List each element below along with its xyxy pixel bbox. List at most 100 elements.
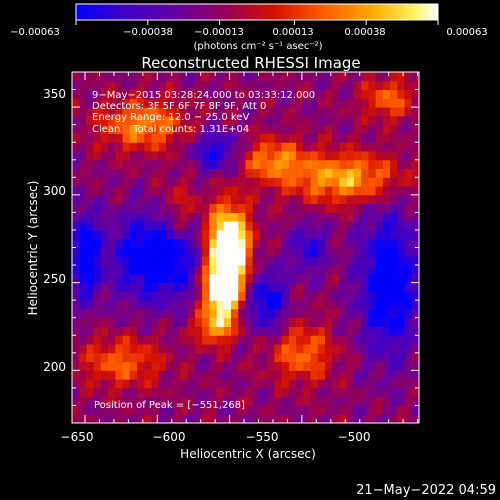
heatmap-cell [259,98,268,108]
heatmap-cell [187,414,196,423]
heatmap-cell [122,150,131,161]
heatmap-cell [404,186,413,196]
heatmap-cell [245,326,254,336]
heatmap-cell [281,273,290,284]
heatmap-cell [382,238,391,248]
heatmap-cell [202,335,210,345]
heatmap-cell [303,256,312,266]
heatmap-cell [151,212,160,222]
heatmap-cell [72,317,80,327]
heatmap-cell [382,229,391,240]
heatmap-cell [108,98,116,108]
heatmap-cell [79,133,87,143]
heatmap-cell [252,238,261,248]
heatmap-cell [231,335,239,345]
heatmap-cell [100,317,109,327]
heatmap-cell [310,107,319,117]
heatmap-cell [165,405,174,415]
heatmap-cell [353,273,362,284]
heatmap-cell [375,282,384,292]
heatmap-cell [238,247,246,257]
heatmap-cell [187,186,196,196]
heatmap-cell [332,291,340,301]
heatmap-cell [79,203,87,213]
heatmap-cell [238,300,246,310]
heatmap-cell [165,335,174,345]
heatmap-cell [173,194,181,205]
heatmap-cell [122,379,131,389]
heatmap-cell [151,142,160,152]
heatmap-cell [180,405,189,415]
heatmap-cell [281,203,290,213]
heatmap-cell [137,335,145,345]
heatmap-cell [310,150,319,161]
heatmap-cell [317,247,326,257]
heatmap-cell [86,326,95,336]
heatmap-cell [151,344,160,354]
heatmap-cell [368,300,377,310]
heatmap-cell [332,124,340,134]
heatmap-cell [245,194,254,205]
heatmap-cell [368,265,377,275]
heatmap-cell [259,335,268,345]
heatmap-cell [339,150,348,161]
heatmap-cell [245,107,254,117]
heatmap-cell [180,150,189,161]
heatmap-cell [173,396,181,406]
heatmap-cell [238,168,246,178]
heatmap-cell [382,203,391,213]
heatmap-cell [252,405,261,415]
heatmap-cell [411,177,419,187]
heatmap-cell [86,370,95,380]
heatmap-cell [86,107,95,117]
heatmap-cell [216,282,225,292]
heatmap-cell [194,80,203,91]
heatmap-cell [79,379,87,389]
heatmap-cell [72,308,80,319]
heatmap-cell [209,414,218,423]
heatmap-cell [115,387,124,398]
heatmap-cell [404,72,413,82]
heatmap-cell [194,115,203,126]
heatmap-cell [194,414,203,423]
heatmap-cell [375,335,384,345]
heatmap-cell [310,124,319,134]
heatmap-cell [93,80,102,91]
heatmap-cell [72,414,80,423]
heatmap-cell [180,273,189,284]
heatmap-cell [231,326,239,336]
heatmap-cell [231,115,239,126]
heatmap-cell [353,370,362,380]
heatmap-cell [216,414,225,423]
heatmap-cell [144,159,153,170]
heatmap-cell [72,72,80,82]
heatmap-cell [165,177,174,187]
heatmap-cell [187,265,196,275]
heatmap-cell [173,203,181,213]
heatmap-cell [397,142,406,152]
heatmap-cell [317,370,326,380]
heatmap-cell [202,159,210,170]
heatmap-cell [93,370,102,380]
heatmap-cell [151,379,160,389]
heatmap-cell [238,80,246,91]
heatmap-cell [238,133,246,143]
heatmap-cell [165,159,174,170]
heatmap-cell [325,387,333,398]
heatmap-cell [115,291,124,301]
heatmap-cell [93,203,102,213]
heatmap-cell [317,361,326,371]
heatmap-cell [165,273,174,284]
heatmap-cell [79,159,87,170]
heatmap-cell [144,335,153,345]
heatmap-cell [411,150,419,161]
heatmap-cell [303,396,312,406]
heatmap-cell [115,396,124,406]
heatmap-cell [158,159,167,170]
heatmap-cell [129,124,138,134]
heatmap-cell [158,107,167,117]
heatmap-cell [361,326,369,336]
heatmap-cell [144,379,153,389]
heatmap-cell [108,308,116,319]
heatmap-cell [259,300,268,310]
